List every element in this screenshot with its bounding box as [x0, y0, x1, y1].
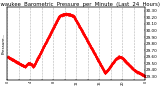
Title: Milwaukee  Barometric  Pressure  per  Minute  (Last  24  Hours): Milwaukee Barometric Pressure per Minute…	[0, 2, 160, 7]
Y-axis label: Pressure...: Pressure...	[2, 33, 6, 54]
